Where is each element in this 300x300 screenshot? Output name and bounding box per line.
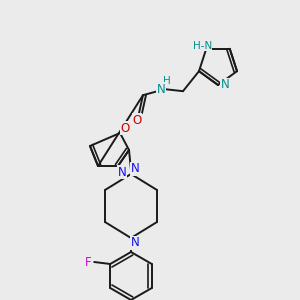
Text: H: H (163, 76, 171, 86)
Text: N: N (220, 79, 230, 92)
Text: N: N (130, 163, 140, 176)
Text: H-N: H-N (193, 41, 212, 51)
Text: N: N (118, 166, 126, 178)
Text: N: N (130, 236, 140, 250)
Text: N: N (157, 83, 165, 96)
Text: O: O (120, 122, 130, 134)
Text: F: F (85, 256, 92, 268)
Text: O: O (132, 114, 142, 127)
